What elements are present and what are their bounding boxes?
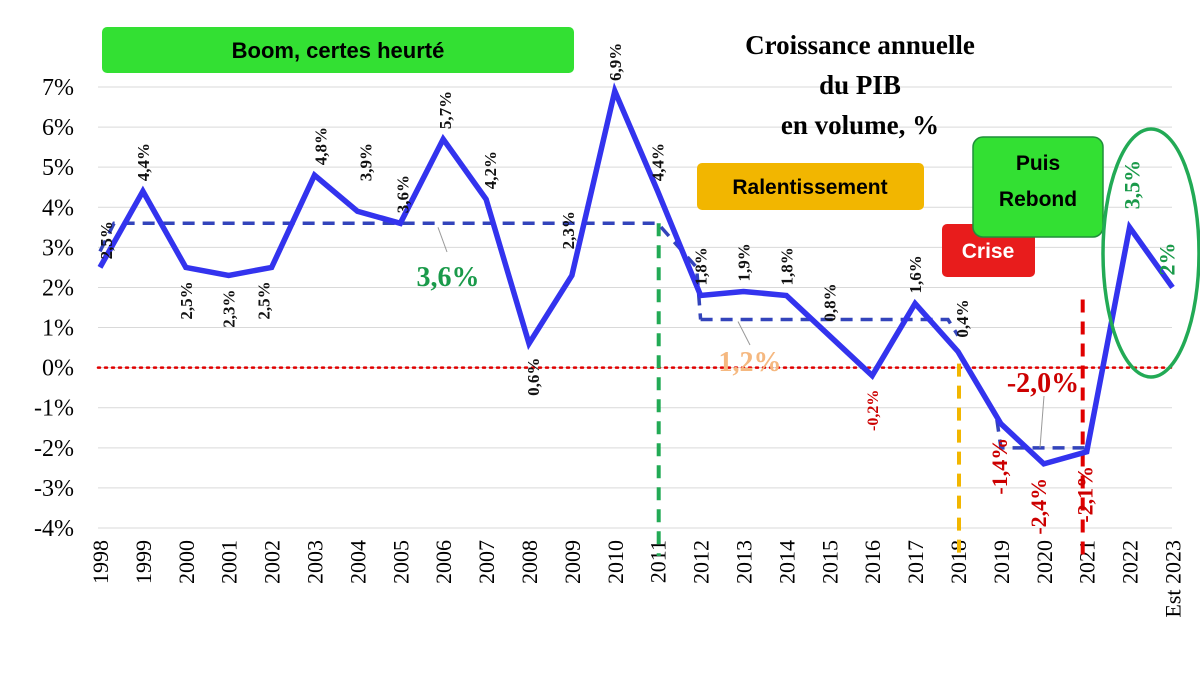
phase-label-boom: Boom, certes heurté: [232, 38, 445, 63]
x-tick-label: 2005: [388, 540, 413, 584]
phase-label-rebond-1: Puis: [1016, 152, 1060, 175]
data-label: 0,8%: [820, 283, 839, 321]
data-label: 2%: [1155, 242, 1180, 275]
data-label: 3,5%: [1120, 160, 1145, 210]
y-tick-label: 2%: [42, 275, 74, 301]
y-tick-label: 7%: [42, 75, 74, 101]
data-label: 3,9%: [356, 143, 375, 181]
data-label: -0,2%: [865, 390, 882, 431]
x-tick-label: 2020: [1032, 540, 1057, 584]
phase-box-boom: [102, 27, 574, 73]
average-labels: 3,6% 1,2% -2,0%: [417, 227, 1079, 448]
chart-title-line-2: du PIB: [819, 70, 901, 100]
y-tick-label: 6%: [42, 115, 74, 141]
y-tick-label: 1%: [42, 316, 74, 342]
x-tick-label: 2017: [903, 540, 928, 584]
data-label: -2,1%: [1073, 466, 1098, 523]
y-tick-label: 4%: [42, 195, 74, 221]
x-tick-label: 2009: [560, 540, 585, 584]
y-tick-label: 0%: [42, 356, 74, 382]
y-tick-label: 5%: [42, 155, 74, 181]
x-tick-label: 2016: [860, 540, 885, 584]
x-axis-tick-labels: 1998 1999 2000 2001 2002 2003 2004 2005 2006 2007…: [88, 540, 1186, 618]
data-label: 0,6%: [524, 358, 543, 396]
leader-minus-2-0: [1039, 395, 1045, 448]
x-tick-label: 2012: [689, 540, 714, 584]
data-label: 1,8%: [692, 247, 711, 285]
data-label: -2,4%: [1026, 478, 1051, 535]
leader-3-6: [437, 227, 448, 253]
data-label: 2,5%: [255, 281, 274, 319]
leader-1-2: [737, 321, 751, 346]
data-labels: 2,5% 4,4% 2,5% 2,3% 2,5% 4,8% 3,9% 3,6% 5,7% 4,2%…: [97, 43, 1180, 535]
rebound-highlight-ellipse: [1101, 127, 1200, 379]
x-tick-label: 2000: [174, 540, 199, 584]
x-tick-label: 2007: [474, 540, 499, 584]
average-label-3-6: 3,6%: [417, 262, 480, 293]
data-label: 1,8%: [777, 247, 796, 285]
data-label: 2,3%: [559, 211, 578, 249]
y-tick-label: -3%: [34, 476, 74, 502]
average-label-minus-2-0: -2,0%: [1007, 368, 1079, 399]
data-label: 6,9%: [606, 43, 625, 81]
x-tick-label: 2004: [345, 540, 370, 584]
x-tick-label: 2006: [431, 540, 456, 584]
growth-series: [97, 82, 1175, 467]
y-axis-tick-labels: -4% -3% -2% -1% 0% 1% 2% 3% 4% 5% 6% 7%: [34, 75, 74, 542]
y-tick-label: -1%: [34, 396, 74, 422]
x-tick-label: 2015: [817, 540, 842, 584]
data-label: 0,4%: [953, 299, 972, 337]
x-tick-label: 2022: [1118, 540, 1143, 584]
phase-box-ralentissement: [697, 163, 924, 210]
x-tick-label: Est 2023: [1161, 540, 1186, 618]
growth-line: [97, 82, 1175, 467]
phase-label-ralentissement: Ralentissement: [732, 176, 887, 199]
x-tick-label: 2013: [732, 540, 757, 584]
x-tick-label: 2019: [989, 540, 1014, 584]
x-tick-label: 2011: [646, 540, 671, 583]
data-label: 1,6%: [906, 255, 925, 293]
data-label: 4,2%: [481, 151, 500, 189]
x-tick-label: 2003: [303, 540, 328, 584]
x-tick-label: 2008: [517, 540, 542, 584]
period-average-lines: [98, 221, 1087, 450]
phase-label-crise: Crise: [962, 240, 1015, 263]
y-tick-label: -4%: [34, 516, 74, 542]
phase-label-rebond-2: Rebond: [999, 188, 1077, 211]
x-tick-label: 1998: [88, 540, 113, 584]
x-tick-label: 2001: [217, 540, 242, 584]
data-label: -1,4%: [987, 438, 1012, 495]
average-line-1-2: [700, 317, 960, 337]
y-tick-label: 3%: [42, 235, 74, 261]
data-label: 1,9%: [735, 243, 754, 281]
data-label: 3,6%: [393, 175, 412, 213]
y-tick-label: -2%: [34, 436, 74, 462]
data-label: 2,5%: [97, 221, 116, 259]
chart-title-line-3: en volume, %: [781, 110, 939, 140]
x-tick-label: 2002: [260, 540, 285, 584]
x-tick-label: 2014: [774, 540, 799, 584]
data-label: 4,8%: [312, 127, 331, 165]
average-line-minus-2-0: [995, 419, 1087, 450]
average-label-1-2: 1,2%: [719, 347, 782, 378]
chart-title: Croissance annuelle du PIB en volume, %: [745, 30, 975, 140]
chart-title-line-1: Croissance annuelle: [745, 30, 975, 60]
x-tick-label: 2021: [1075, 540, 1100, 584]
data-label: 4,4%: [134, 143, 153, 181]
data-label: 4,4%: [649, 143, 668, 181]
phase-box-rebond: [972, 136, 1104, 238]
x-tick-label: 2010: [603, 540, 628, 584]
phase-boxes: Boom, certes heurté Ralentissement Crise Pu…: [102, 27, 1200, 379]
data-label: 2,5%: [177, 281, 196, 319]
data-label: 5,7%: [436, 91, 455, 129]
data-label: 2,3%: [220, 289, 239, 327]
period-divider-lines: [96, 223, 1174, 556]
x-tick-label: 1999: [131, 540, 156, 584]
